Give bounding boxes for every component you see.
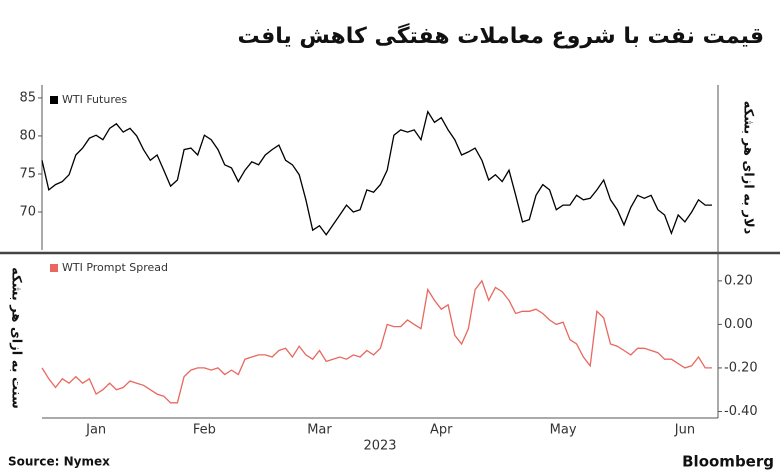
- line: [41, 279, 712, 404]
- y-axis-label: دلار به ازای هر بشکه: [741, 101, 756, 235]
- legend-label: WTI Prompt Spread: [62, 261, 168, 274]
- line: [41, 109, 712, 236]
- x-axis-label: 2023: [363, 439, 396, 454]
- y-tick-label: -0.20: [724, 360, 758, 375]
- legend-label: WTI Futures: [62, 93, 127, 106]
- y-tick-label: 0.20: [724, 273, 753, 288]
- x-tick-label: Feb: [193, 423, 216, 438]
- x-tick-label: Jun: [674, 423, 695, 438]
- y-axis-label: سنت به ازای هر بشکه: [9, 267, 24, 409]
- y-tick-label: 85: [19, 90, 36, 105]
- legend-swatch: [50, 96, 58, 104]
- chart-title: قیمت نفت با شروع معاملات هفتگی کاهش یافت: [238, 22, 764, 49]
- x-tick-label: Mar: [307, 423, 332, 438]
- x-tick-label: Apr: [430, 423, 453, 438]
- y-tick-label: 75: [19, 166, 36, 181]
- legend-swatch: [50, 264, 58, 272]
- y-tick-label: -0.40: [724, 404, 758, 419]
- y-tick-label: 70: [19, 204, 36, 219]
- source: Source: Nymex: [8, 455, 110, 469]
- x-tick-label: May: [550, 423, 577, 438]
- x-tick-label: Jan: [85, 423, 106, 438]
- brand: Bloomberg: [682, 453, 774, 471]
- y-tick-label: 0.00: [724, 317, 753, 332]
- y-tick-label: 80: [19, 128, 36, 143]
